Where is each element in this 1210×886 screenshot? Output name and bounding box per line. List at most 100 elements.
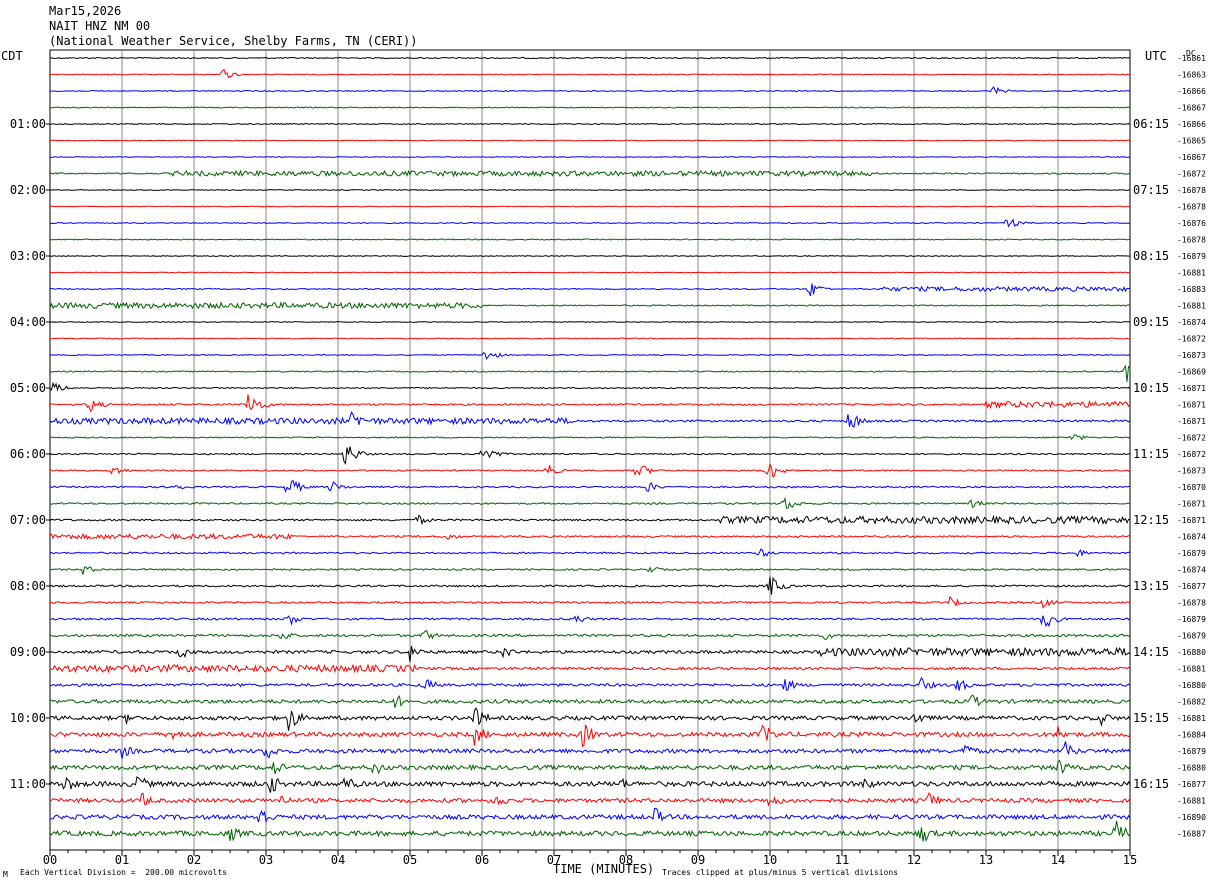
seismic-trace-row-26 [49, 479, 1131, 494]
dc-offset-label: -16872 [1177, 450, 1206, 459]
left-hour-label: 08:00 [10, 579, 46, 593]
dc-offset-label: -16867 [1177, 104, 1206, 113]
seismic-trace-row-20 [49, 381, 1131, 392]
seismic-trace-row-34 [49, 615, 1131, 628]
x-tick-label: 03 [259, 853, 273, 867]
seismic-trace-row-9 [49, 205, 1131, 208]
left-hour-label: 11:00 [10, 777, 46, 791]
x-tick-label: 15 [1123, 853, 1137, 867]
dc-offset-label: -16881 [1177, 302, 1206, 311]
seismic-trace-row-0 [49, 56, 1131, 60]
seismic-trace-row-43 [49, 759, 1131, 775]
seismic-trace-row-15 [49, 301, 1131, 310]
right-hour-label: 07:15 [1133, 183, 1169, 197]
dc-offset-label: -16874 [1177, 566, 1206, 575]
seismic-trace-row-2 [49, 86, 1131, 95]
dc-offset-label: -16874 [1177, 533, 1206, 542]
header-agency: (National Weather Service, Shelby Farms,… [49, 34, 418, 48]
dc-offset-label: -16879 [1177, 632, 1206, 641]
dc-offset-label: -16890 [1177, 813, 1206, 822]
right-hour-label: 14:15 [1133, 645, 1169, 659]
seismic-trace-row-35 [49, 629, 1131, 641]
left-hour-label: 01:00 [10, 117, 46, 131]
dc-offset-label: -16881 [1177, 269, 1206, 278]
seismic-trace-row-47 [49, 820, 1131, 842]
seismic-trace-row-7 [49, 169, 1131, 178]
header-date: Mar15,2026 [49, 4, 122, 18]
seismic-trace-row-29 [49, 532, 1131, 541]
right-hour-label: 09:15 [1133, 315, 1169, 329]
seismic-trace-row-1 [49, 68, 1131, 79]
seismic-trace-row-31 [49, 566, 1131, 575]
left-hour-label: 07:00 [10, 513, 46, 527]
dc-offset-label: -16880 [1177, 764, 1206, 773]
dc-offset-label: -16882 [1177, 698, 1206, 707]
seismic-trace-row-18 [49, 352, 1131, 360]
right-hour-label: 08:15 [1133, 249, 1169, 263]
dc-offset-label: -16877 [1177, 780, 1206, 789]
seismic-trace-row-11 [49, 238, 1131, 241]
dc-offset-label: -16877 [1177, 582, 1206, 591]
seismic-trace-row-41 [49, 724, 1131, 748]
header-station: NAIT HNZ NM 00 [49, 19, 151, 33]
dc-offset-label: -16873 [1177, 351, 1206, 360]
dc-label: DC [1186, 49, 1196, 58]
left-hour-label: 10:00 [10, 711, 46, 725]
dc-offset-label: -16879 [1177, 615, 1206, 624]
left-timezone-label: CDT [1, 49, 23, 63]
right-hour-label: 11:15 [1133, 447, 1169, 461]
dc-offset-label: -16879 [1177, 252, 1206, 261]
dc-offset-label: -16878 [1177, 186, 1206, 195]
seismic-trace-row-44 [49, 776, 1131, 793]
dc-offset-label: -16878 [1177, 203, 1206, 212]
x-tick-label: 08 [619, 853, 633, 867]
seismic-trace-row-5 [49, 139, 1131, 142]
dc-offset-label: -16871 [1177, 384, 1206, 393]
left-hour-label: 09:00 [10, 645, 46, 659]
seismic-trace-row-4 [49, 122, 1131, 126]
dc-offset-label: -16871 [1177, 401, 1206, 410]
dc-offset-label: -16879 [1177, 747, 1206, 756]
right-hour-label: 06:15 [1133, 117, 1169, 131]
x-tick-label: 05 [403, 853, 417, 867]
right-hour-label: 15:15 [1133, 711, 1169, 725]
dc-offset-label: -16883 [1177, 285, 1206, 294]
left-hour-label: 04:00 [10, 315, 46, 329]
clip-note: Traces clipped at plus/minus 5 vertical … [662, 868, 899, 877]
seismic-trace-row-27 [49, 496, 1131, 509]
dc-offset-label: -16878 [1177, 236, 1206, 245]
dc-offset-label: -16880 [1177, 648, 1206, 657]
x-tick-label: 12 [907, 853, 921, 867]
seismic-trace-row-8 [49, 189, 1131, 191]
x-tick-label: 02 [187, 853, 201, 867]
seismic-trace-row-14 [49, 283, 1131, 297]
dc-offset-label: -16881 [1177, 797, 1206, 806]
dc-offset-label: -16869 [1177, 368, 1206, 377]
seismic-trace-row-32 [49, 576, 1130, 595]
dc-offset-label: -16865 [1177, 137, 1206, 146]
seismic-trace-row-30 [49, 548, 1131, 558]
right-hour-label: 16:15 [1133, 777, 1169, 791]
seismic-trace-row-23 [49, 434, 1131, 441]
x-axis-title: TIME (MINUTES) [553, 862, 655, 876]
dc-offset-label: -16861 [1177, 54, 1206, 63]
dc-offset-label: -16871 [1177, 516, 1206, 525]
seismic-trace-row-38 [49, 676, 1131, 691]
dc-offset-label: -16879 [1177, 549, 1206, 558]
right-hour-label: 12:15 [1133, 513, 1169, 527]
scale-note: Each Vertical Division = 200.00 microvol… [20, 868, 228, 877]
dc-offset-label: -16872 [1177, 170, 1206, 179]
seismic-trace-row-6 [49, 156, 1131, 158]
seismic-trace-row-3 [49, 106, 1131, 109]
seismic-trace-row-39 [50, 694, 1131, 708]
seismic-trace-row-25 [49, 462, 1131, 478]
x-tick-label: 13 [979, 853, 993, 867]
seismic-trace-row-46 [49, 807, 1131, 824]
x-tick-label: 01 [115, 853, 129, 867]
left-hour-label: 06:00 [10, 447, 46, 461]
dc-offset-label: -16887 [1177, 830, 1206, 839]
right-timezone-label: UTC [1145, 49, 1167, 63]
seismic-trace-row-10 [49, 218, 1131, 228]
seismic-trace-row-36 [49, 646, 1131, 662]
